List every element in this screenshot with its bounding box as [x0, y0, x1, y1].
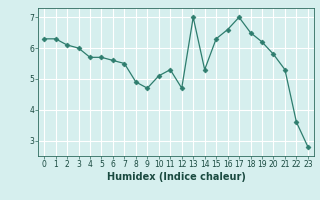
X-axis label: Humidex (Indice chaleur): Humidex (Indice chaleur) [107, 172, 245, 182]
